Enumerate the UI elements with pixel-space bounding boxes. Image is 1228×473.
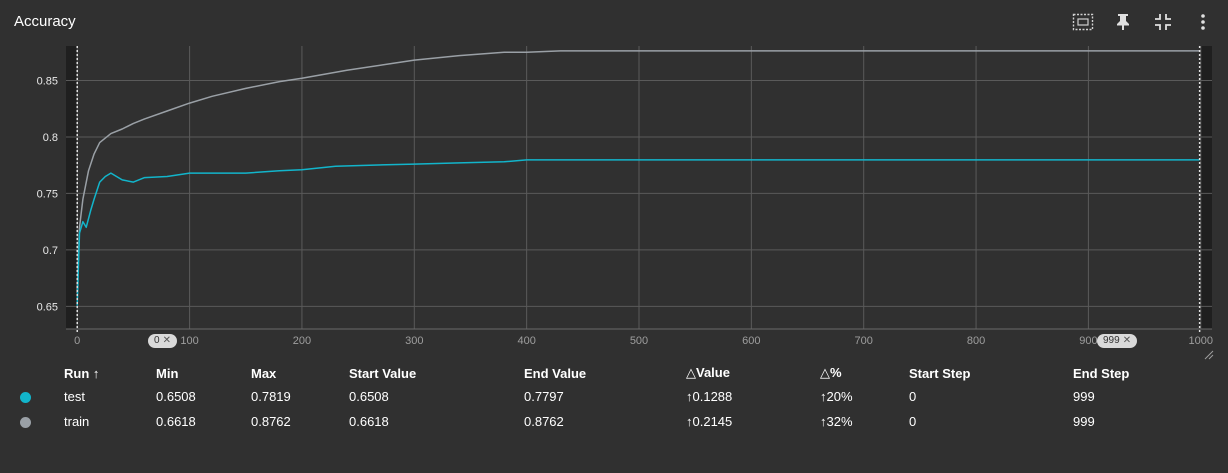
max-value: 0.8762 (251, 414, 291, 429)
out-of-range-left (66, 46, 78, 329)
x-tick-label: 800 (967, 335, 985, 347)
end-step: 999 (1073, 389, 1095, 404)
start-step: 0 (909, 389, 917, 404)
collapse-icon[interactable] (1148, 10, 1178, 34)
x-tick-label: 700 (855, 335, 873, 347)
header-end-value[interactable]: End Value (524, 365, 587, 381)
delta-value: ↑0.2145 (686, 414, 733, 429)
close-icon[interactable]: ✕ (162, 335, 171, 346)
card-title: Accuracy (14, 13, 76, 30)
min-value: 0.6508 (156, 389, 196, 404)
series-line-train (76, 50, 1200, 294)
out-of-range-right (1199, 46, 1212, 329)
header-start-step[interactable]: Start Step (909, 365, 971, 381)
end-step: 999 (1073, 414, 1095, 429)
accuracy-line-chart[interactable]: 0 100 200 300 400 500 600 700 800 900 1000 0.65 0.7 0… (0, 40, 1228, 350)
header-delta-value[interactable]: △Value (686, 365, 730, 380)
delta-percent: ↑20% (820, 389, 853, 404)
x-tick-label: 1000 (1189, 335, 1213, 347)
header-run[interactable]: Run ↑ (64, 365, 100, 381)
series-line-test (76, 159, 1200, 306)
min-value: 0.6618 (156, 414, 196, 429)
header-end-step[interactable]: End Step (1073, 365, 1130, 381)
range-start-value: 0 (154, 335, 160, 346)
run-color-dot (20, 392, 31, 404)
pin-icon[interactable] (1108, 10, 1138, 34)
end-value: 0.7797 (524, 389, 564, 404)
card-toolbar (1068, 10, 1218, 34)
y-tick-label: 0.75 (37, 188, 58, 200)
x-tick-label: 0 (74, 335, 80, 347)
y-tick-label: 0.65 (37, 301, 58, 313)
delta-percent: ↑32% (820, 414, 853, 429)
header-min[interactable]: Min (156, 365, 179, 381)
fit-to-domain-icon[interactable] (1068, 10, 1098, 34)
y-tick-label: 0.7 (43, 245, 58, 257)
table-header-row: Run ↑ Min Max Start Value End Value △Val… (0, 362, 1173, 384)
header-color (0, 362, 64, 384)
run-color-cell (0, 384, 64, 409)
table-row: test 0.6508 0.7819 0.6508 0.7797 ↑0.1288… (0, 384, 1173, 409)
run-name: train (64, 414, 90, 429)
start-step: 0 (909, 414, 917, 429)
x-tick-label: 500 (630, 335, 648, 347)
y-tick-label: 0.8 (43, 132, 58, 144)
resize-handle-icon[interactable] (1204, 350, 1214, 360)
x-tick-label: 400 (517, 335, 535, 347)
x-tick-label: 300 (405, 335, 423, 347)
run-color-dot (20, 417, 31, 429)
header-max[interactable]: Max (251, 365, 277, 381)
runs-summary-table: Run ↑ Min Max Start Value End Value △Val… (0, 362, 1173, 434)
more-options-icon[interactable] (1188, 10, 1218, 34)
start-value: 0.6508 (349, 389, 389, 404)
y-tick-label: 0.85 (37, 75, 58, 87)
run-color-cell (0, 409, 64, 434)
end-value: 0.8762 (524, 414, 564, 429)
table-row: train 0.6618 0.8762 0.6618 0.8762 ↑0.214… (0, 409, 1173, 434)
x-tick-label: 600 (742, 335, 760, 347)
range-start-pill[interactable]: 0 ✕ (148, 334, 177, 348)
x-tick-label: 900 (1079, 335, 1097, 347)
start-value: 0.6618 (349, 414, 389, 429)
run-name: test (64, 389, 85, 404)
max-value: 0.7819 (251, 389, 291, 404)
x-tick-label: 200 (293, 335, 311, 347)
delta-value: ↑0.1288 (686, 389, 733, 404)
close-icon[interactable]: ✕ (1122, 335, 1132, 346)
header-start-value[interactable]: Start Value (349, 365, 417, 381)
header-delta-percent[interactable]: △% (820, 365, 842, 380)
range-end-value: 999 (1103, 335, 1120, 346)
x-tick-label: 100 (180, 335, 198, 347)
range-end-pill[interactable]: 999 ✕ (1097, 334, 1138, 348)
